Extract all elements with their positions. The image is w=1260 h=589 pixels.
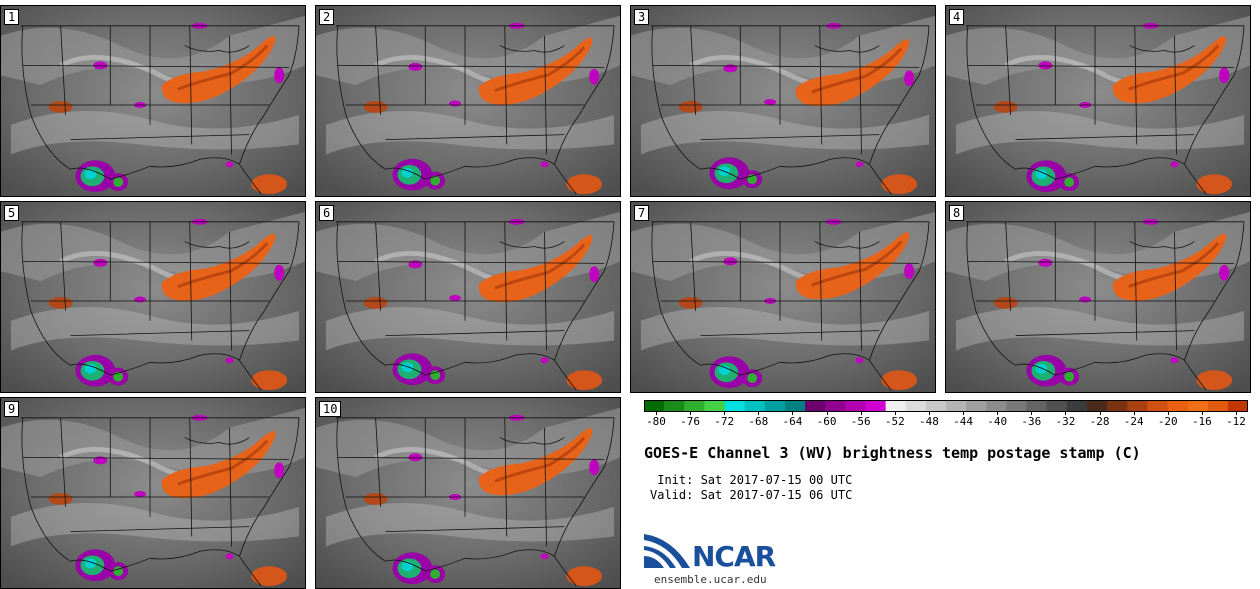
logo-url: ensemble.ucar.edu — [654, 573, 767, 586]
colorbar-swatch — [784, 400, 806, 412]
postage-stamp-panel: 10 — [315, 397, 621, 589]
colorbar-swatch — [704, 400, 726, 412]
colorbar — [644, 400, 1248, 412]
colorbar-tick-label: -60 — [816, 415, 837, 428]
colorbar-swatch — [684, 400, 705, 412]
panel-number-label: 4 — [949, 9, 965, 25]
panel-number-label: 9 — [4, 401, 20, 417]
postage-stamp-panel: 4 — [945, 5, 1251, 197]
postage-stamp-panel: 3 — [630, 5, 936, 197]
colorbar-outline — [644, 400, 1248, 412]
colorbar-tick-label: -56 — [850, 415, 871, 428]
colorbar-swatch — [1066, 400, 1088, 412]
colorbar-tick-label: -36 — [1021, 415, 1042, 428]
colorbar-tick-label: -12 — [1226, 415, 1246, 428]
postage-stamp-panel: 8 — [945, 201, 1251, 393]
colorbar-swatch — [1227, 400, 1248, 412]
colorbar-tickmark — [997, 412, 999, 415]
colorbar-swatch — [1127, 400, 1148, 412]
colorbar-tick-label: -64 — [782, 415, 803, 428]
panel-number-label: 3 — [634, 9, 650, 25]
ncar-logo-icon — [644, 534, 690, 568]
figure-title: GOES-E Channel 3 (WV) brightness temp po… — [644, 444, 1141, 462]
colorbar-tick-label: -40 — [987, 415, 1008, 428]
colorbar-swatch — [744, 400, 766, 412]
colorbar-swatch — [885, 400, 907, 412]
ncar-logo-text: NCAR — [692, 540, 776, 573]
colorbar-ticks: -80 -76 -72 -68 -64 -60 -56 -52 -48 -44 -40 -36 -32-… — [644, 412, 1248, 432]
colorbar-swatch — [1187, 400, 1209, 412]
panel-number-label: 10 — [319, 401, 342, 417]
colorbar-swatch — [1147, 400, 1168, 412]
colorbar-tickmark — [656, 412, 657, 415]
postage-stamp-panel: 6 — [315, 201, 621, 393]
colorbar-tickmark — [860, 412, 862, 415]
colorbar-swatch — [1207, 400, 1229, 412]
colorbar-swatch — [966, 400, 987, 412]
colorbar-swatch — [845, 400, 866, 412]
colorbar-swatch — [724, 400, 746, 412]
colorbar-tickmark — [1167, 412, 1169, 415]
colorbar-swatch — [825, 400, 846, 412]
colorbar-tickmark — [792, 412, 794, 415]
colorbar-tick-label: -80 — [646, 415, 666, 428]
colorbar-swatch — [644, 400, 665, 412]
colorbar-swatch — [664, 400, 685, 412]
colorbar-tick-label: -32 — [1055, 415, 1076, 428]
colorbar-tickmark — [1201, 412, 1203, 415]
colorbar-tickmark — [724, 412, 726, 415]
colorbar-tickmark — [1031, 412, 1033, 415]
colorbar-swatch — [865, 400, 887, 412]
colorbar-swatch — [764, 400, 786, 412]
colorbar-tickmark — [690, 412, 692, 415]
colorbar-tick-label: -68 — [748, 415, 769, 428]
panel-number-label: 2 — [319, 9, 335, 25]
colorbar-tickmark — [1099, 412, 1101, 415]
colorbar-swatch — [905, 400, 927, 412]
colorbar-tickmark — [826, 412, 828, 415]
colorbar-tickmark — [1065, 412, 1067, 415]
colorbar-tickmark — [928, 412, 930, 415]
colorbar-swatch — [946, 400, 967, 412]
colorbar-tick-label: -52 — [884, 415, 905, 428]
colorbar-tickmark — [1236, 412, 1237, 415]
colorbar-tick-label: -24 — [1123, 415, 1144, 428]
colorbar-tickmark — [894, 412, 896, 415]
colorbar-swatch — [1107, 400, 1128, 412]
colorbar-tick-label: -28 — [1089, 415, 1110, 428]
colorbar-tick-label: -76 — [680, 415, 701, 428]
postage-stamp-panel: 9 — [0, 397, 306, 589]
panel-number-label: 7 — [634, 205, 650, 221]
valid-time: Valid: Sat 2017-07-15 06 UTC — [650, 488, 853, 502]
colorbar-tickmark — [1133, 412, 1135, 415]
init-time: Init: Sat 2017-07-15 00 UTC — [650, 473, 853, 487]
postage-stamp-panel: 1 — [0, 5, 306, 197]
colorbar-tick-label: -16 — [1191, 415, 1212, 428]
postage-stamp-panel: 2 — [315, 5, 621, 197]
colorbar-swatch — [925, 400, 947, 412]
colorbar-swatch — [1167, 400, 1189, 412]
colorbar-tickmark — [758, 412, 760, 415]
colorbar-swatch — [1006, 400, 1028, 412]
colorbar-tick-label: -72 — [714, 415, 735, 428]
colorbar-tick-label: -20 — [1157, 415, 1178, 428]
colorbar-tick-label: -44 — [953, 415, 973, 428]
colorbar-swatch — [1046, 400, 1068, 412]
panel-number-label: 1 — [4, 9, 20, 25]
panel-number-label: 8 — [949, 205, 965, 221]
colorbar-tick-label: -48 — [919, 415, 939, 428]
panel-number-label: 6 — [319, 205, 335, 221]
colorbar-swatch — [1086, 400, 1108, 412]
postage-stamp-panel: 5 — [0, 201, 306, 393]
colorbar-swatch — [805, 400, 826, 412]
colorbar-swatch — [1026, 400, 1048, 412]
colorbar-tickmark — [963, 412, 965, 415]
panel-number-label: 5 — [4, 205, 20, 221]
postage-stamp-panel: 7 — [630, 201, 936, 393]
colorbar-swatch — [986, 400, 1007, 412]
